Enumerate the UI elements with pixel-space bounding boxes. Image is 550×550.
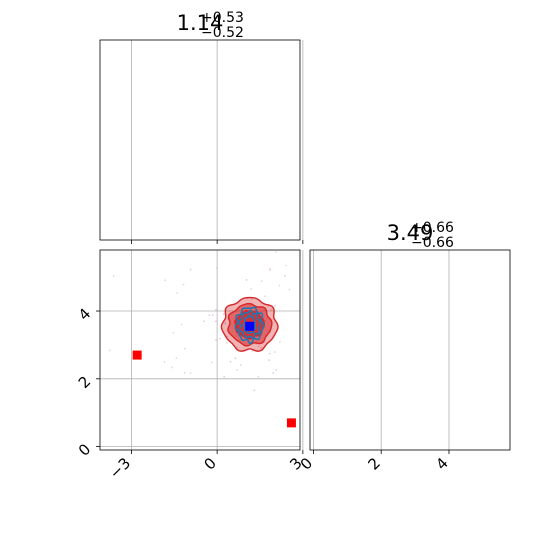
marginal-panel-2-grid bbox=[312, 250, 450, 450]
joint-panel-border bbox=[99, 249, 301, 451]
red-marker-1 bbox=[132, 350, 142, 360]
marginal-2-title: 3.49 bbox=[387, 221, 434, 245]
joint-blue-contour-level-0 bbox=[234, 306, 265, 345]
joint-scatter-point bbox=[304, 252, 306, 254]
joint-scatter-point bbox=[176, 292, 179, 294]
joint-scatter-point bbox=[288, 288, 291, 291]
joint-scatter-point bbox=[170, 366, 173, 369]
marginal-panel-1-border bbox=[99, 39, 301, 241]
joint-scatter-point bbox=[275, 251, 277, 254]
joint-scatter-point bbox=[234, 357, 237, 360]
joint-ytick-label-1: 2 bbox=[75, 372, 94, 391]
joint-scatter-point bbox=[215, 308, 217, 311]
joint-blue-contour-level-1 bbox=[237, 309, 261, 340]
blue-marker bbox=[245, 321, 255, 331]
joint-scatter-point bbox=[203, 320, 205, 323]
joint-scatter-point bbox=[236, 346, 239, 349]
joint-scatter-point bbox=[279, 341, 281, 343]
joint-scatter-point bbox=[216, 267, 218, 269]
joint-scatter-point bbox=[211, 314, 214, 316]
red-marker-2 bbox=[286, 418, 296, 428]
joint-scatter-point bbox=[108, 349, 111, 352]
marginal-2-xtick-label-2: 4 bbox=[432, 454, 451, 473]
joint-scatter-point bbox=[180, 323, 183, 326]
joint-scatter-point bbox=[269, 267, 271, 270]
marginal-1-title: 1.14 bbox=[177, 11, 224, 35]
joint-scatter-point bbox=[215, 339, 218, 342]
marginal-2-title-plus: +0.66 bbox=[411, 220, 454, 236]
joint-scatter-point bbox=[257, 345, 260, 348]
joint-scatter-point bbox=[264, 295, 266, 298]
joint-scatter-point bbox=[163, 361, 166, 363]
joint-scatter-point bbox=[222, 313, 225, 315]
joint-scatter-point bbox=[210, 361, 213, 364]
marginal-1-title-value: 1.14 bbox=[177, 11, 224, 35]
joint-scatter-point bbox=[283, 274, 286, 277]
marginal-2-xtick-label-1: 2 bbox=[365, 454, 384, 473]
joint-scatter-point bbox=[260, 346, 262, 349]
joint-panel-frame bbox=[100, 250, 300, 450]
joint-scatter-point bbox=[278, 284, 281, 287]
joint-scatter-point bbox=[273, 351, 276, 353]
marginal-panel-1-frame bbox=[100, 40, 300, 240]
joint-scatter-point bbox=[183, 371, 186, 374]
joint-scatter-point bbox=[112, 275, 115, 277]
joint-scatter-point bbox=[236, 368, 238, 371]
joint-scatter-point bbox=[229, 360, 232, 363]
marginal-panel-1-grid bbox=[131, 40, 304, 240]
joint-scatter-point bbox=[269, 269, 271, 272]
joint-scatter-point bbox=[305, 338, 307, 340]
joint-scatter-point bbox=[183, 347, 186, 350]
joint-panel-contours bbox=[108, 251, 307, 428]
marginal-panel-2-frame bbox=[310, 250, 510, 450]
marginal-1-title-minus: −0.52 bbox=[201, 25, 244, 41]
joint-scatter-point bbox=[215, 320, 217, 323]
joint-scatter-point bbox=[223, 375, 226, 378]
joint-scatter-point bbox=[268, 359, 271, 362]
joint-scatter-point bbox=[164, 279, 167, 282]
joint-xtick-label-0: −3 bbox=[106, 454, 134, 482]
joint-scatter-point bbox=[245, 279, 248, 281]
joint-scatter-point bbox=[257, 376, 260, 378]
joint-ytick-label-0: 0 bbox=[75, 440, 94, 459]
joint-scatter-point bbox=[285, 264, 287, 267]
joint-scatter-point bbox=[224, 321, 227, 324]
joint-scatter-point bbox=[270, 309, 273, 312]
joint-ytick-label-2: 4 bbox=[75, 305, 94, 324]
joint-scatter-point bbox=[272, 372, 275, 374]
joint-scatter-point bbox=[239, 364, 242, 367]
joint-scatter-point bbox=[175, 357, 178, 360]
joint-scatter-point bbox=[189, 372, 192, 375]
joint-scatter-point bbox=[189, 268, 192, 271]
joint-scatter-point bbox=[218, 337, 221, 340]
marginal-1-title-plus: +0.53 bbox=[201, 10, 244, 26]
joint-blue-contour-level-2 bbox=[242, 314, 257, 335]
joint-scatter-point bbox=[226, 342, 228, 344]
joint-scatter-point bbox=[253, 389, 256, 392]
joint-scatter-point bbox=[250, 298, 253, 301]
marginal-panel-2-border bbox=[309, 249, 511, 451]
joint-scatter-point bbox=[224, 323, 227, 325]
marginal-2-title-minus: −0.66 bbox=[411, 235, 454, 251]
marginal-2-title-value: 3.49 bbox=[387, 221, 434, 245]
joint-scatter-point bbox=[250, 288, 253, 290]
joint-panel-grid bbox=[100, 250, 304, 450]
marginal-panel-1-ticks bbox=[131, 240, 304, 244]
joint-scatter-point bbox=[268, 352, 271, 355]
marginal-panel-1: 1.14 +0.53 −0.52 bbox=[99, 10, 304, 244]
joint-scatter-point bbox=[275, 369, 277, 371]
joint-scatter-point bbox=[182, 283, 185, 286]
joint-scatter-point bbox=[274, 304, 276, 307]
joint-scatter-point bbox=[260, 280, 263, 283]
joint-scatter-point bbox=[172, 331, 175, 334]
joint-scatter-point bbox=[208, 314, 211, 317]
joint-xtick-label-1: 0 bbox=[200, 454, 219, 473]
